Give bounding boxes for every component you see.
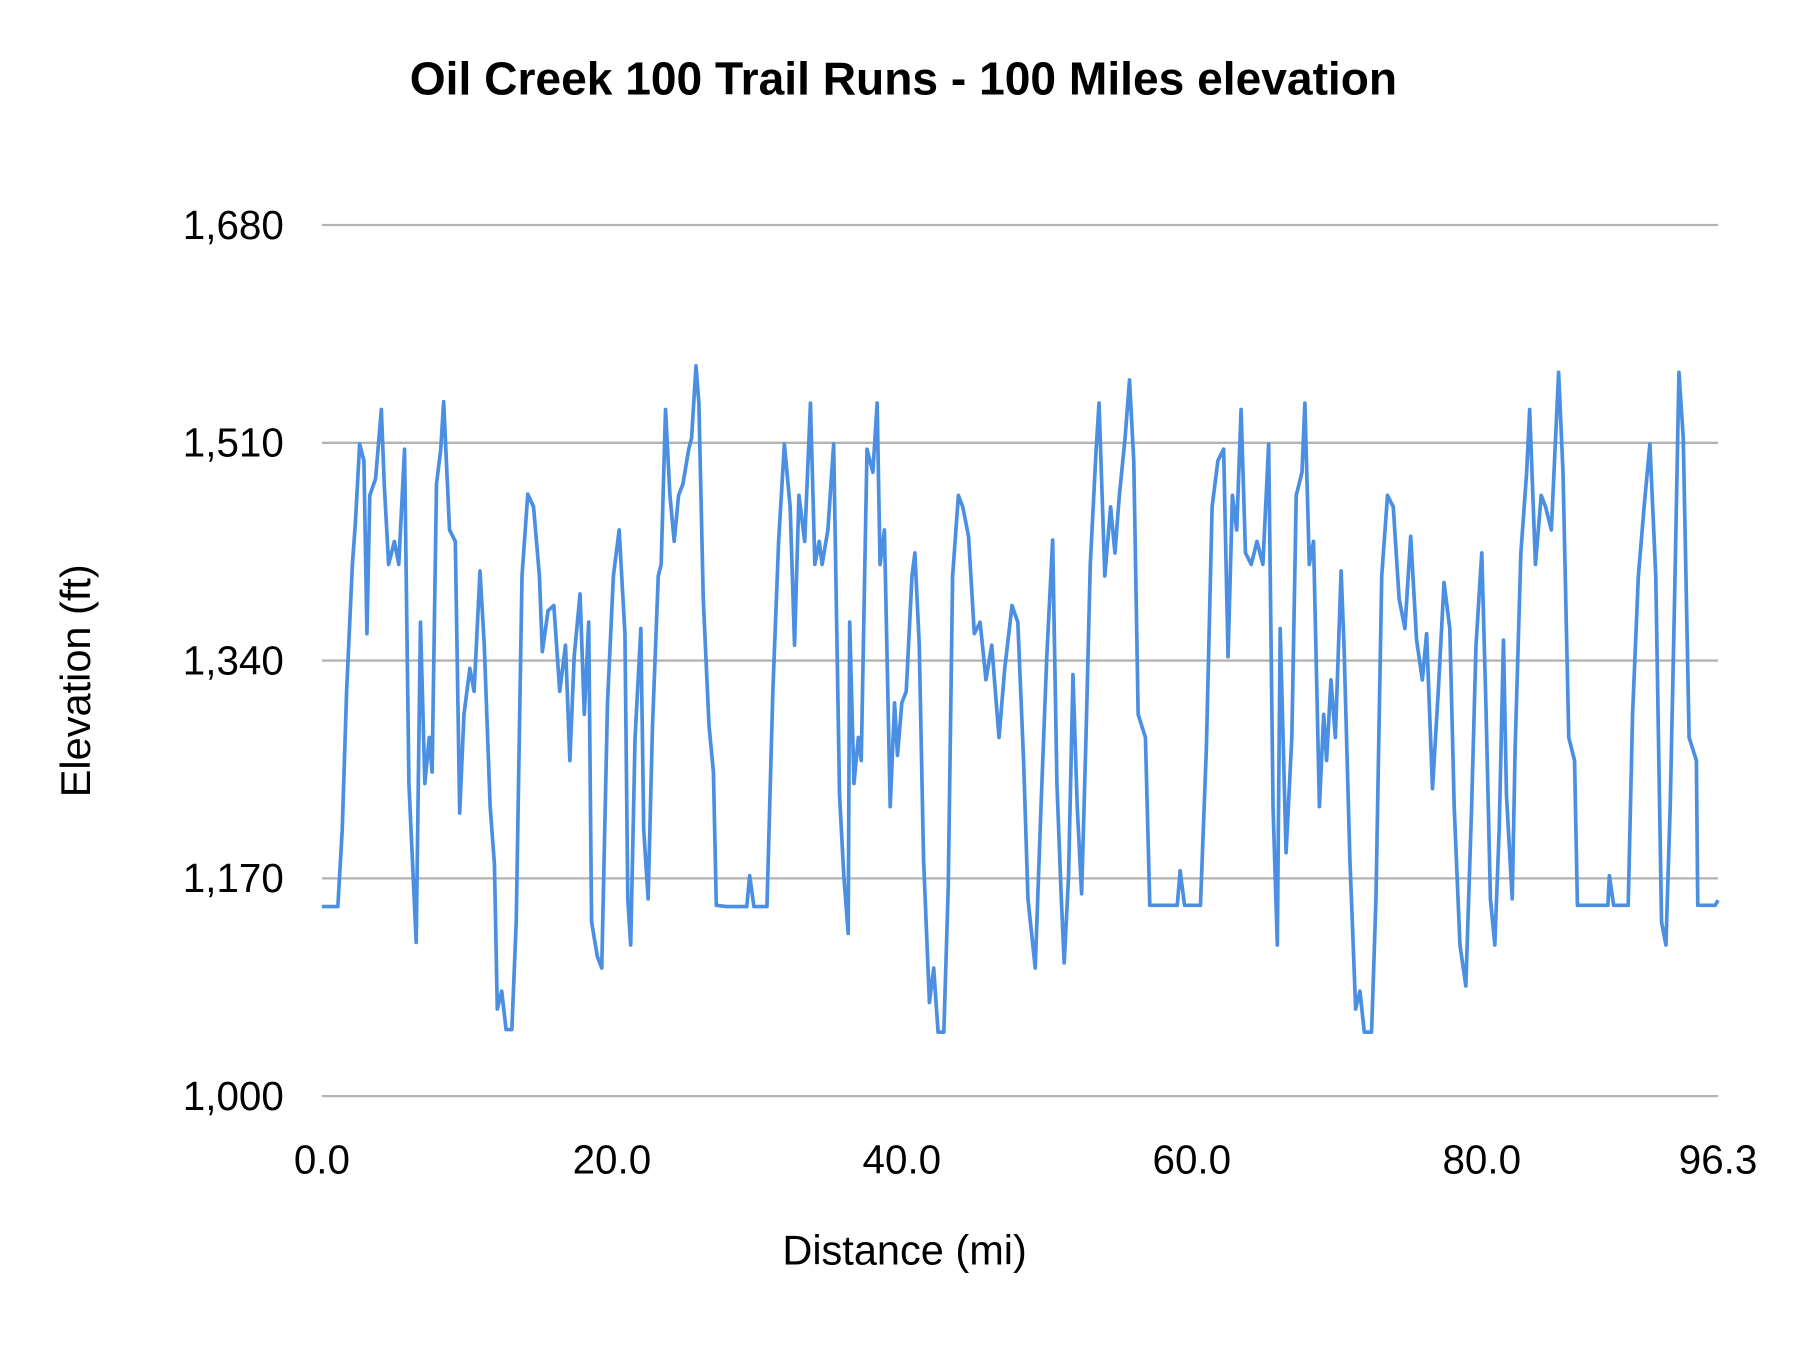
x-tick-label: 0.0 [294, 1136, 350, 1182]
x-tick-label: 20.0 [573, 1136, 652, 1182]
elevation-line [321, 364, 1720, 1034]
chart-title: Oil Creek 100 Trail Runs - 100 Miles ele… [410, 53, 1397, 105]
y-axis-label: Elevation (ft) [52, 564, 99, 797]
x-tick-label: 96.3 [1679, 1136, 1758, 1182]
y-tick-label: 1,510 [183, 420, 284, 466]
y-tick-label: 1,170 [183, 855, 284, 901]
y-tick-labels: 1,000 1,170 1,340 1,510 1,680 [183, 202, 284, 1119]
y-tick-label: 1,340 [183, 637, 284, 683]
x-axis-label: Distance (mi) [782, 1227, 1027, 1274]
y-tick-label: 1,680 [183, 202, 284, 248]
x-tick-label: 40.0 [863, 1136, 942, 1182]
x-tick-labels: 0.0 20.0 40.0 60.0 80.0 96.3 [294, 1136, 1758, 1182]
x-tick-label: 60.0 [1153, 1136, 1232, 1182]
x-tick-label: 80.0 [1442, 1136, 1521, 1182]
y-tick-label: 1,000 [183, 1073, 284, 1119]
